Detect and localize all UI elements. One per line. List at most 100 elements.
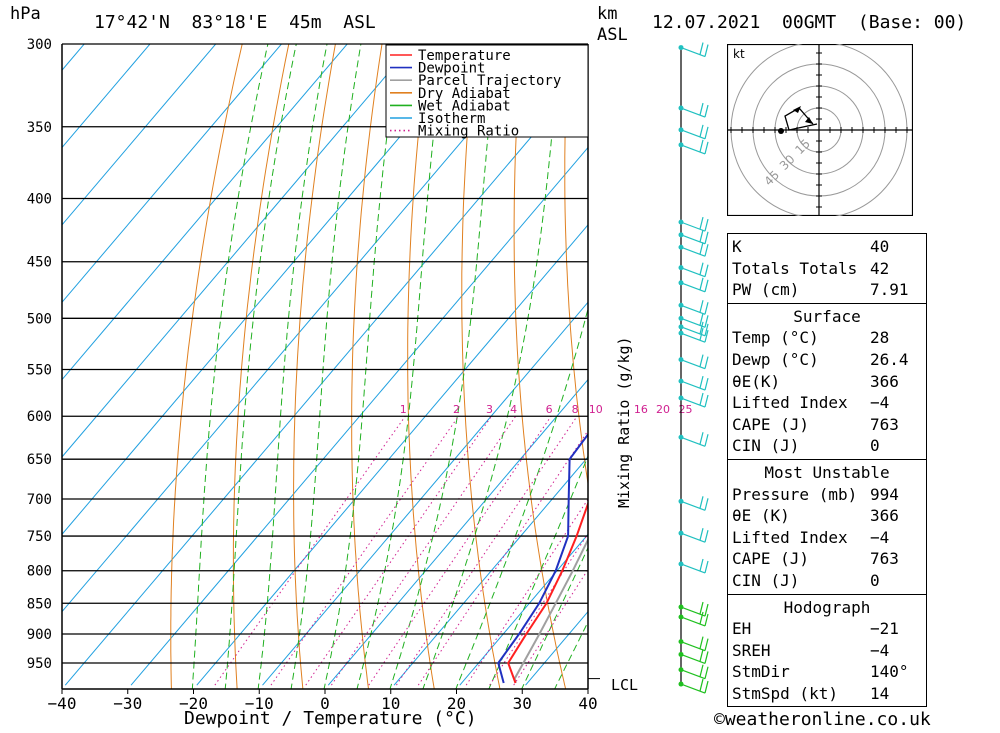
stat-label: Temp (°C): [732, 328, 819, 348]
wind-barb-staff: [680, 304, 706, 315]
wet-adiabat-line: [422, 44, 562, 689]
stat-value: 994: [870, 484, 899, 504]
wind-barb-flag: [699, 664, 704, 677]
hodograph-axes: [727, 44, 913, 216]
stat-row: Temp (°C) 28: [728, 327, 926, 349]
wind-barb-flag: [704, 302, 709, 315]
wind-barb-staff: [680, 246, 706, 257]
wind-barb-flag: [699, 262, 704, 275]
pressure-tick-label: 550: [27, 363, 52, 379]
wind-barb-flag: [699, 611, 704, 625]
wind-barb-flag: [699, 42, 704, 55]
stat-value: 366: [870, 506, 899, 526]
stat-row: CIN (J) 0: [728, 435, 926, 457]
temperature-line: [507, 500, 588, 684]
mixing-ratio-axis-label: Mixing Ratio (g/kg): [615, 336, 633, 508]
stat-row: θE(K) 366: [728, 371, 926, 393]
stat-value: 366: [870, 371, 899, 391]
mixing-ratio-line: [214, 415, 406, 686]
wind-barb-flag: [704, 141, 709, 155]
dry-adiabat-line: [939, 26, 1000, 691]
stat-label: Totals Totals: [732, 258, 858, 278]
wind-barb-staff: [680, 332, 706, 343]
x-tick-label: −20: [179, 694, 208, 713]
wind-barb-staff: [680, 144, 706, 155]
stat-value: 14: [870, 683, 890, 703]
wind-barb-flag: [704, 666, 709, 679]
wind-barb-staff: [680, 641, 706, 652]
wet-adiabat-line: [389, 44, 498, 689]
dry-adiabat-line: [985, 26, 1000, 691]
wind-barb-flag: [699, 102, 704, 116]
wind-barb-staff: [680, 107, 706, 118]
wind-barb-flag: [704, 244, 709, 257]
stat-value: −4: [870, 527, 890, 547]
x-tick-label: −10: [245, 694, 274, 713]
hodograph-arrow-icon: [805, 117, 813, 124]
dry-adiabat-line: [461, 44, 501, 689]
lcl-label: LCL: [611, 676, 639, 694]
wind-barb-flag: [699, 678, 704, 692]
stat-row: PW (cm) 7.91: [728, 279, 926, 301]
wind-barb-flag: [699, 242, 704, 255]
parcel-trajectory-line: [513, 537, 588, 684]
wind-barb-flag: [699, 601, 704, 615]
stat-value: 0: [870, 436, 880, 456]
wind-barb-staff: [680, 317, 706, 328]
legend-entry: Wet Adiabat: [418, 98, 511, 114]
hodograph-storm-marker: [778, 128, 784, 134]
stat-label: PW (cm): [732, 280, 800, 300]
stat-value: 140°: [870, 662, 909, 682]
isotherm-line: [130, 146, 588, 686]
isotherm-line: [62, 44, 348, 381]
wind-barb-staff: [680, 129, 706, 140]
dry-adiabat-line: [407, 44, 435, 689]
dry-adiabat-lines: [170, 26, 1000, 691]
stat-row: Dewp (°C) 26.4: [728, 349, 926, 371]
isotherm-line: [62, 44, 414, 458]
stat-value: 28: [870, 328, 890, 348]
wind-barb-flag: [699, 216, 704, 230]
legend-entry: Temperature: [418, 48, 511, 64]
mixing-ratio-line: [513, 568, 588, 686]
wet-adiabat-line: [224, 44, 297, 689]
wind-barb-staff: [680, 616, 706, 627]
stat-value: 763: [870, 414, 899, 434]
wind-barb-flag: [704, 264, 709, 277]
wind-barb-flag: [704, 638, 709, 651]
footer-credit[interactable]: ©weatheronline.co.uk: [714, 709, 931, 730]
isotherm-line: [196, 224, 588, 686]
stat-row: θE (K) 366: [728, 505, 926, 527]
pressure-tick-label: 450: [27, 255, 52, 271]
wind-barb-flag: [699, 528, 704, 541]
mixing-ratio-lines: [214, 415, 588, 686]
stat-label: Lifted Index: [732, 527, 848, 547]
x-tick-label: −40: [48, 694, 77, 713]
hodograph-trace: [784, 107, 818, 131]
wind-barb-staff: [680, 606, 706, 617]
pressure-lines: [62, 43, 588, 664]
mixing-ratio-line: [368, 415, 552, 686]
wind-barb-staff: [680, 221, 706, 232]
stat-label: EH: [732, 619, 752, 639]
dry-adiabat-line: [293, 44, 336, 689]
wind-barb-flag: [704, 377, 709, 391]
wind-barb-flag: [704, 560, 709, 574]
mixing-ratio-line: [395, 415, 578, 686]
pressure-tick-label: 900: [27, 627, 52, 643]
sounding-profiles: [497, 432, 588, 684]
stat-row: Totals Totals 42: [728, 258, 926, 280]
legend-entry: Dewpoint: [418, 61, 485, 77]
wind-barb-flag: [699, 300, 704, 313]
stat-label: K: [732, 237, 742, 256]
stat-value: 40: [870, 237, 890, 256]
wind-barb-flag: [699, 328, 704, 341]
mixing-ratio-label: 3: [486, 403, 493, 416]
stat-row: Pressure (mb) 994: [728, 484, 926, 506]
mixing-ratio-label: 6: [546, 403, 553, 416]
stat-label: CAPE (J): [732, 549, 810, 569]
x-tick-label: −30: [113, 694, 142, 713]
wind-barb-flag: [699, 636, 704, 649]
stat-label: StmSpd (kt): [732, 683, 838, 703]
